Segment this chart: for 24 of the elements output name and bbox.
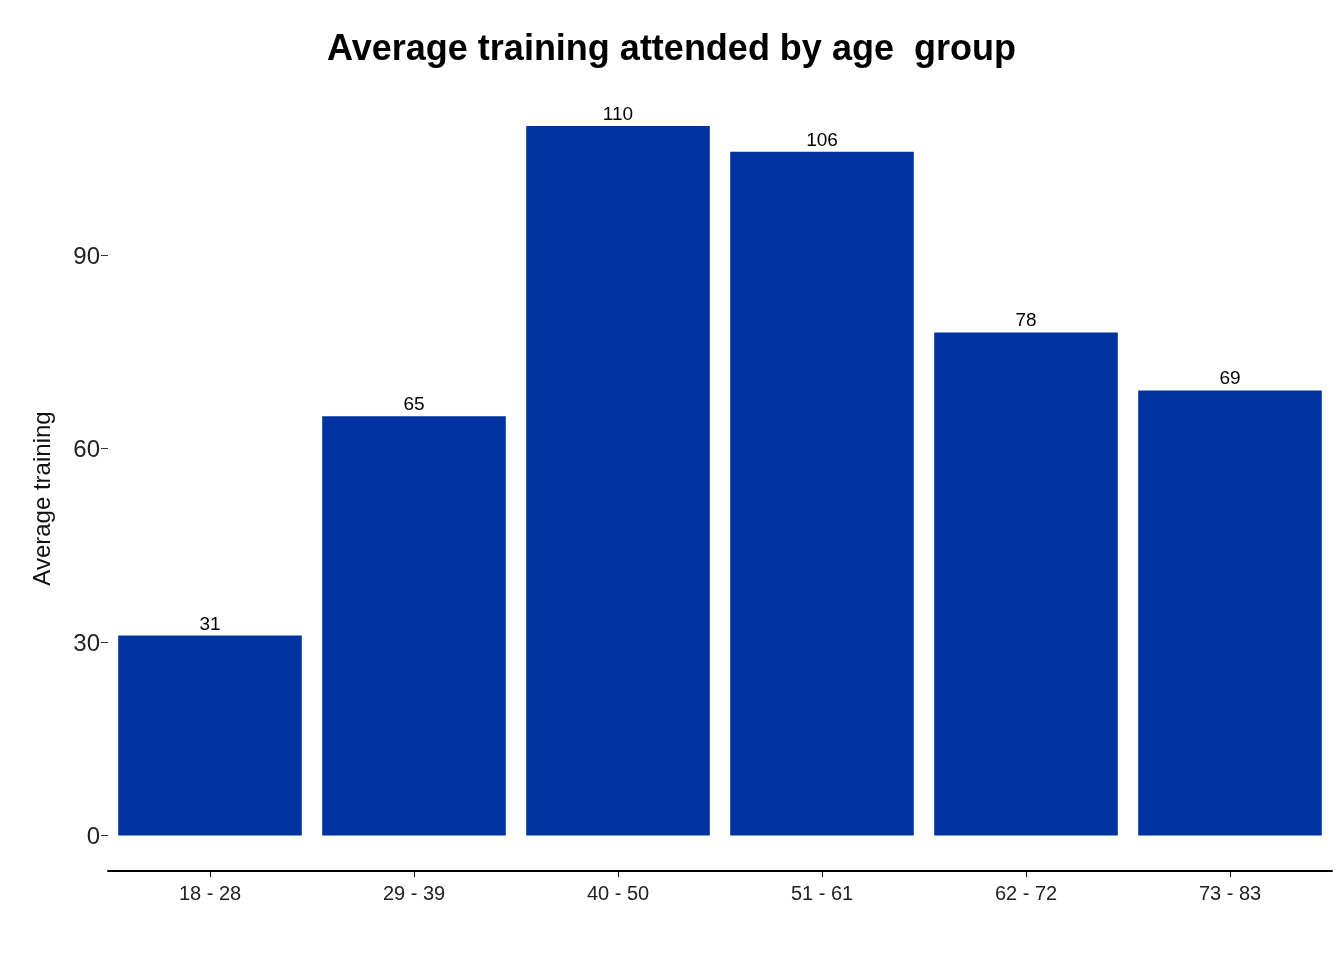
y-tick-label: 60 — [73, 435, 100, 463]
x-tick-label: 51 - 61 — [790, 882, 854, 904]
y-tick-label: 90 — [73, 241, 100, 269]
bar — [730, 151, 914, 836]
y-tick-label: 30 — [73, 628, 100, 656]
x-tick-label: 29 - 39 — [382, 882, 446, 904]
y-axis-title: Average training — [27, 411, 55, 586]
x-tick-label: 73 - 83 — [1198, 882, 1262, 904]
y-tick-label: 0 — [86, 822, 100, 850]
bar — [1138, 390, 1322, 836]
bar — [322, 416, 506, 836]
bar — [934, 332, 1118, 836]
bar — [526, 126, 710, 836]
data-label: 78 — [1015, 309, 1037, 331]
x-tick-label: 18 - 28 — [178, 882, 242, 904]
x-tick-label: 62 - 72 — [994, 882, 1058, 904]
data-label: 69 — [1219, 367, 1241, 389]
x-tick-label: 40 - 50 — [586, 882, 650, 904]
data-label: 110 — [602, 103, 634, 124]
data-label: 106 — [806, 128, 838, 150]
data-label: 65 — [403, 393, 425, 415]
data-label: 31 — [199, 612, 221, 634]
chart-title: Average training attended by age group — [327, 26, 1016, 68]
bar — [118, 635, 302, 836]
